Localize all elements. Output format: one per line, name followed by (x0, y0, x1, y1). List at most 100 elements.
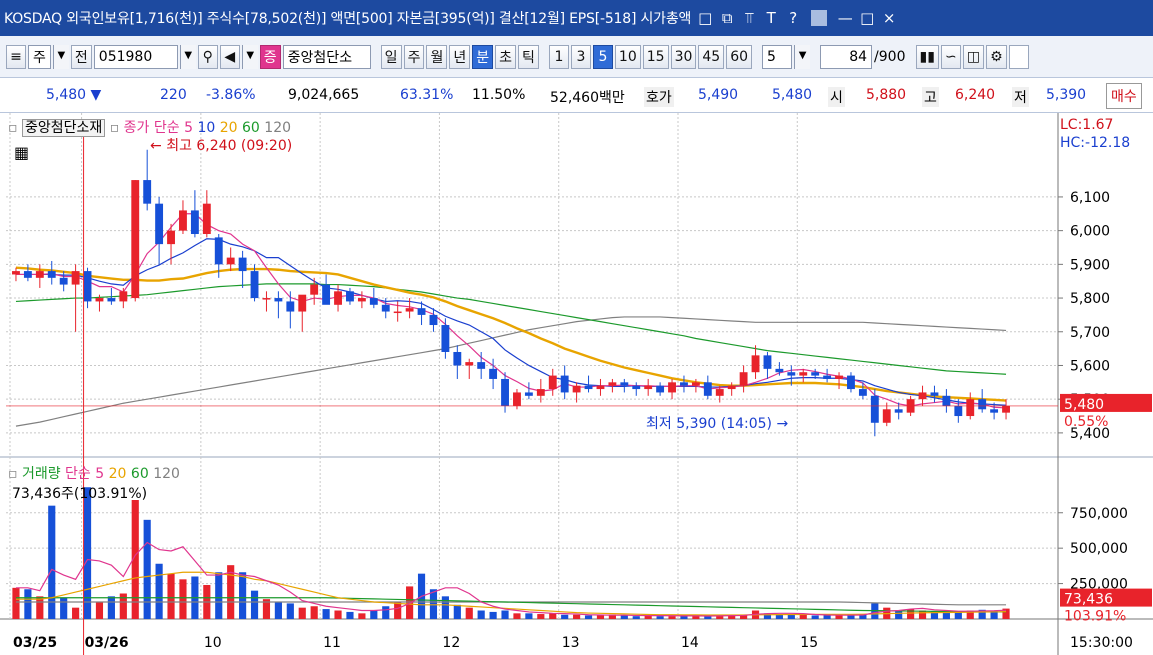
chevron-down-icon[interactable]: ▼ (241, 44, 258, 69)
gear-icon[interactable]: ⚙ (986, 44, 1007, 69)
divider (811, 10, 828, 26)
x-tick-label: 03/26 (85, 635, 129, 651)
ma-legend-prefix: 종가 단순 (123, 120, 180, 136)
candle-body (453, 351, 462, 366)
minute-button-60[interactable]: 60 (726, 44, 753, 69)
minute-button-5[interactable]: 5 (592, 44, 613, 69)
candle-body (12, 271, 20, 275)
chevron-down-icon[interactable]: ▼ (52, 44, 69, 69)
chevron-down-icon[interactable]: ▼ (794, 44, 811, 69)
volume-bar (692, 616, 700, 619)
candle-body (155, 203, 164, 245)
y-tick-label: 5,900 (1070, 257, 1110, 273)
volume-bar (680, 615, 688, 619)
open-label: 시 (828, 87, 845, 107)
volume-bar (489, 611, 497, 619)
candle-body (536, 389, 545, 396)
candle-body (119, 291, 128, 302)
speaker-icon[interactable]: ◀ (219, 44, 240, 69)
period-button-week[interactable]: 주 (403, 44, 425, 69)
option-checkbox[interactable] (1008, 44, 1029, 69)
window-controls: □ ⧉ ⫪ T ? — □ × (697, 9, 897, 27)
candle-body (202, 203, 211, 235)
chart-canvas[interactable]: 6,1006,0005,9005,8005,7005,6005,5005,400… (0, 113, 1153, 655)
count-input[interactable]: 84 (820, 44, 873, 69)
buy-button[interactable]: 매수 (1106, 83, 1142, 109)
stock-name-tag[interactable]: 중앙첨단소재 (21, 119, 106, 137)
candle-body (572, 385, 581, 393)
vol-ma-legend-60: 60 (130, 466, 149, 482)
volume-bar (620, 615, 628, 619)
market-select[interactable]: 주 (28, 44, 51, 69)
volume-bar (239, 572, 247, 619)
period-button-month[interactable]: 월 (426, 44, 448, 69)
volume-tick-label: 250,000 (1070, 577, 1128, 593)
y-tick-label: 5,400 (1070, 426, 1110, 442)
candle-body (95, 298, 104, 302)
minute-button-15[interactable]: 15 (642, 44, 669, 69)
maximize-icon[interactable]: □ (860, 9, 875, 27)
period-button-tick[interactable]: 틱 (518, 44, 539, 69)
candle-body (179, 210, 187, 231)
volume-bar (83, 487, 92, 619)
prev-button[interactable]: 전 (70, 44, 92, 69)
stock-code-input[interactable]: 051980 (93, 44, 178, 69)
candle-body (286, 301, 295, 312)
volume-bar (596, 615, 605, 619)
candle-body (584, 385, 593, 390)
volume-bar (12, 587, 20, 619)
minute-button-10[interactable]: 10 (614, 44, 641, 69)
minimize-icon[interactable]: — (837, 9, 853, 27)
minute-button-3[interactable]: 3 (570, 44, 591, 69)
period-button-day[interactable]: 일 (380, 44, 402, 69)
period-button-second[interactable]: 초 (495, 44, 517, 69)
volume-bar (513, 613, 521, 619)
volume-bar (310, 606, 318, 619)
candle-body (966, 399, 975, 417)
candle-body (799, 372, 808, 376)
candle-body (870, 395, 879, 423)
y-tick-label: 5,600 (1070, 358, 1110, 374)
volume-bar (656, 616, 664, 619)
minute-button-30[interactable]: 30 (670, 44, 697, 69)
candle-body (775, 368, 784, 373)
chevron-down-icon[interactable]: ▼ (179, 44, 196, 69)
x-tick-label: 03/25 (13, 635, 57, 651)
restore-window-icon[interactable]: ⧉ (721, 9, 733, 27)
volume-bar (608, 614, 616, 619)
minute-button-45[interactable]: 45 (698, 44, 725, 69)
search-icon[interactable]: ⚲ (197, 44, 218, 69)
save-icon[interactable]: ◫ (962, 44, 985, 69)
menu-icon[interactable]: ≡ (6, 44, 26, 69)
candle-body (847, 375, 855, 390)
price-legend: ▫ 중앙첨단소재 ▫ 종가 단순 5 10 20 60 120 (8, 119, 292, 137)
minute-button-1[interactable]: 1 (548, 44, 569, 69)
candle-style-icon[interactable]: ▮▮ (915, 44, 939, 69)
interval-input[interactable]: 5 (762, 44, 793, 69)
volume-bar (644, 615, 652, 619)
grid-toggle-icon[interactable]: ▦ (14, 143, 30, 162)
candle-body (608, 382, 617, 386)
period-button-minute[interactable]: 분 (472, 44, 494, 69)
candle-body (405, 308, 414, 312)
help-icon[interactable]: ? (789, 9, 798, 27)
close-icon[interactable]: × (882, 9, 896, 27)
toolbar: ≡ 주 ▼ 전 051980 ▼ ⚲ ◀ ▼ 증 중앙첨단소 일 주 월 년 분… (0, 36, 1153, 78)
volume-bar (394, 602, 402, 619)
vol-ma-line-5 (15, 541, 1007, 617)
stock-name-field[interactable]: 중앙첨단소 (282, 44, 371, 69)
volume-bar (549, 613, 557, 619)
indicator-icon[interactable]: ∽ (940, 44, 961, 69)
pin-icon[interactable]: ⫪ (744, 9, 754, 27)
period-button-year[interactable]: 년 (449, 44, 471, 69)
low-price: 5,390 (1046, 87, 1087, 103)
stock-info-summary: KOSDAQ 외국인보유[1,716(천)] 주식수[78,502(천)] 액면… (4, 11, 692, 27)
x-tick-label: 15 (800, 635, 818, 651)
font-icon[interactable]: T (766, 9, 776, 27)
candle-body (727, 385, 736, 390)
volume-bar (358, 613, 366, 619)
down-arrow-icon: ▼ (90, 87, 102, 103)
volume-bar (895, 610, 903, 619)
window-icon[interactable]: □ (698, 9, 713, 27)
price-change-pct: -3.86% (206, 87, 256, 103)
